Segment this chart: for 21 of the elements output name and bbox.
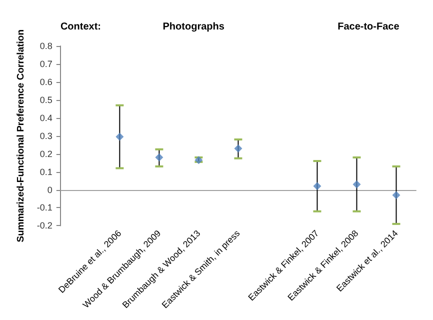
y-tick-label: 0 [47, 184, 52, 195]
text: Photographs [162, 22, 225, 32]
y-axis-title: Summarized-Functional Preference Correlation [16, 29, 26, 242]
point [116, 132, 124, 141]
y-tick-label: -0.1 [36, 202, 52, 213]
point [313, 182, 322, 190]
point [352, 180, 361, 188]
y-tick-label: -0.2 [36, 220, 52, 231]
text: Context: [60, 22, 102, 32]
y-tick-label: 0.4 [40, 112, 52, 123]
y-tick-label: 0.7 [40, 58, 52, 69]
y-tick-label: 0.3 [40, 130, 52, 141]
point [392, 191, 400, 200]
y-tick-label: 0.1 [40, 166, 52, 177]
point [234, 144, 242, 152]
y-tick-label: 0.8 [40, 41, 52, 51]
y-tick-label: 0.5 [40, 94, 52, 105]
y-tick-label: 0.2 [40, 148, 52, 159]
point [155, 153, 164, 162]
y-tick-label: 0.6 [40, 76, 52, 87]
text: Face-to-Face [338, 22, 400, 32]
